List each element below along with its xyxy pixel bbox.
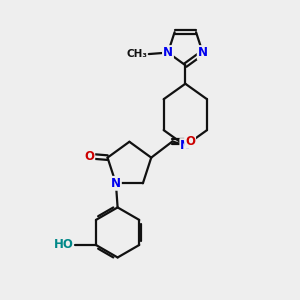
Text: O: O bbox=[185, 135, 195, 148]
Text: N: N bbox=[198, 46, 208, 59]
Text: CH₃: CH₃ bbox=[126, 49, 147, 59]
Text: N: N bbox=[180, 139, 190, 152]
Text: O: O bbox=[84, 150, 94, 163]
Text: HO: HO bbox=[53, 238, 73, 251]
Text: N: N bbox=[111, 177, 121, 190]
Text: N: N bbox=[163, 46, 173, 59]
